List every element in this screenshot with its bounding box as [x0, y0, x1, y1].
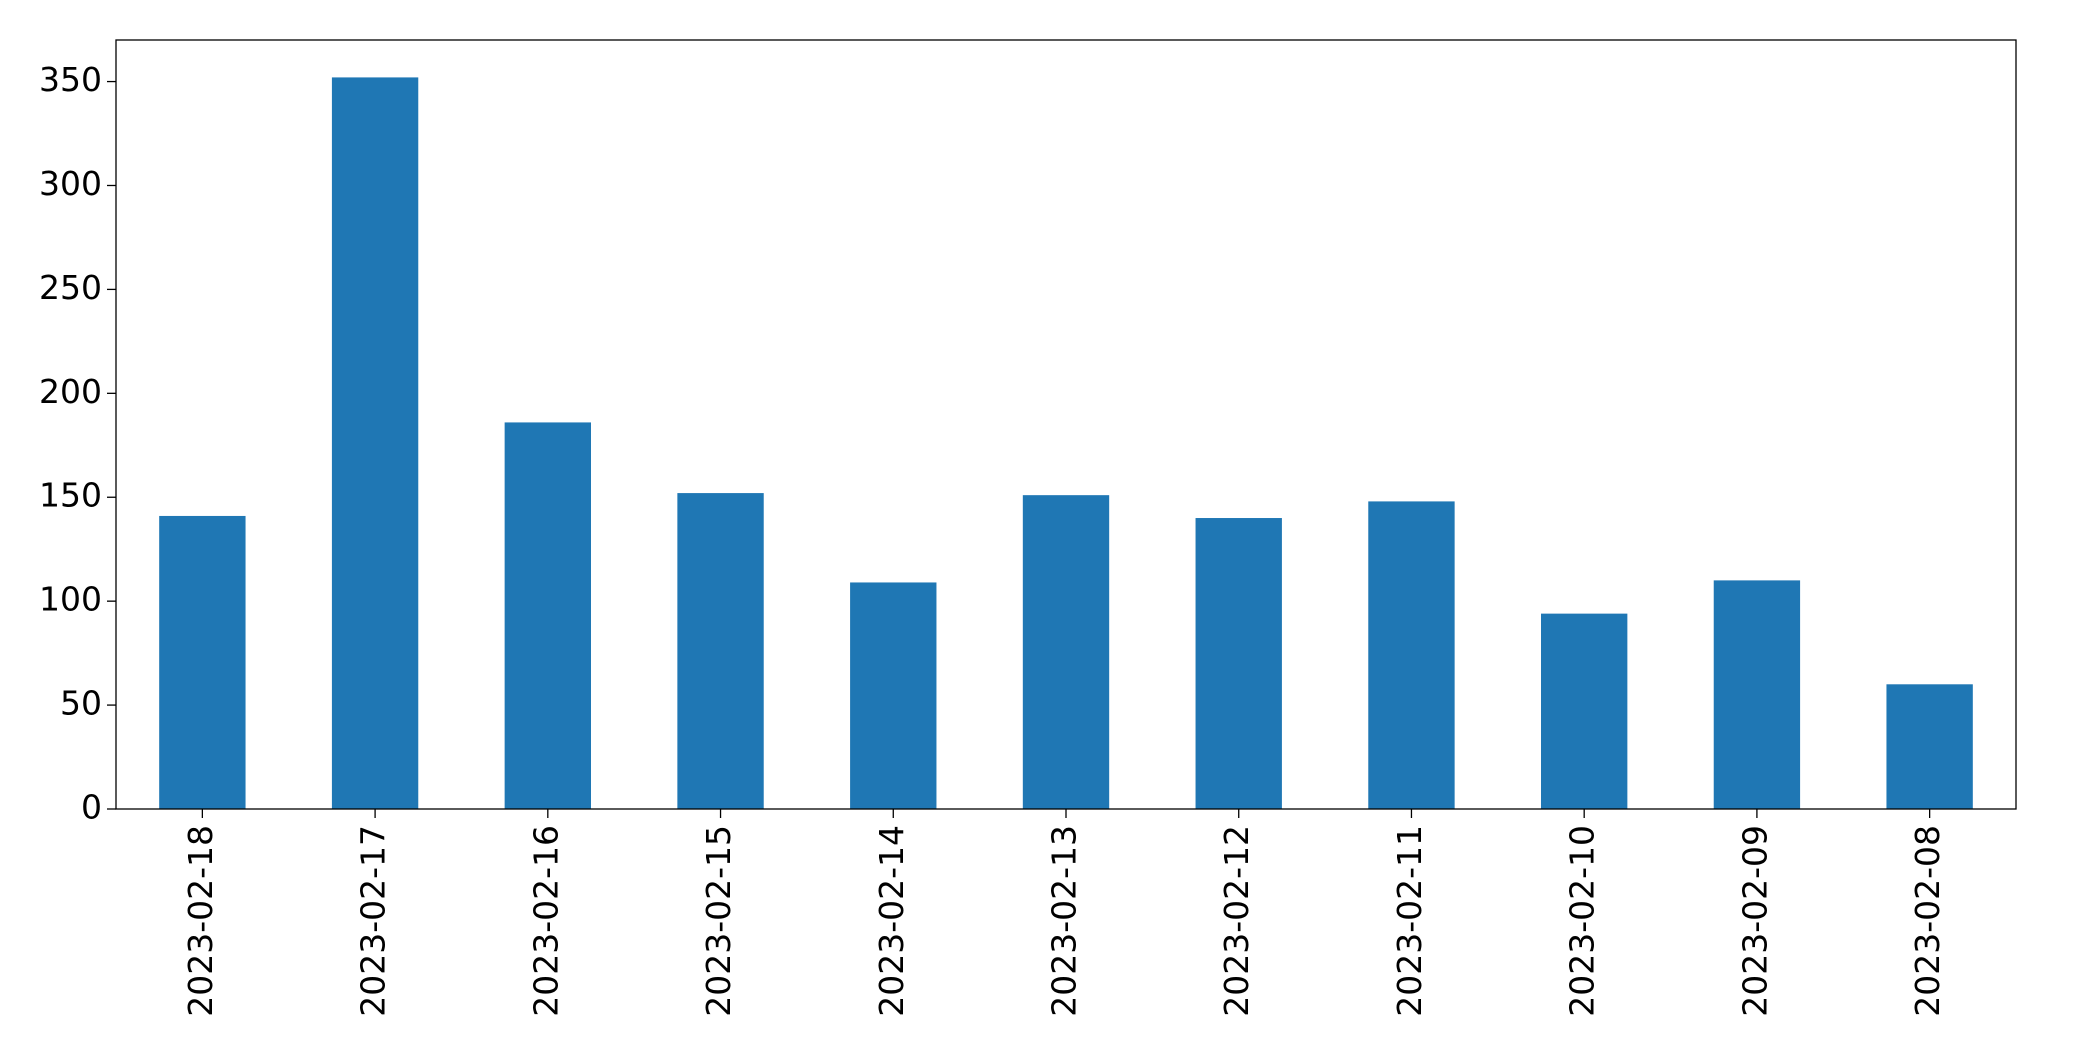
x-tick-label: 2023-02-11	[1390, 825, 1429, 1017]
bar	[1195, 518, 1282, 809]
x-tick-label: 2023-02-09	[1735, 825, 1774, 1017]
bar	[1713, 580, 1801, 809]
x-tick-label: 2023-02-12	[1217, 825, 1256, 1017]
y-tick-label: 300	[39, 164, 102, 203]
x-tick-label: 2023-02-14	[872, 825, 911, 1017]
bar	[159, 515, 246, 809]
bar	[1886, 684, 1973, 809]
x-tick-label: 2023-02-17	[354, 825, 393, 1017]
y-tick-label: 150	[39, 476, 102, 515]
x-tick-label: 2023-02-10	[1563, 825, 1602, 1017]
bar	[504, 422, 591, 809]
bar	[850, 582, 937, 809]
plot-frame	[115, 39, 2017, 810]
x-tick-label: 2023-02-16	[526, 825, 565, 1017]
x-tick-label: 2023-02-18	[181, 825, 220, 1017]
x-tick-label: 2023-02-08	[1908, 825, 1947, 1017]
y-tick-label: 250	[39, 268, 102, 307]
y-tick-label: 100	[39, 580, 102, 619]
x-tick-label: 2023-02-15	[699, 825, 738, 1017]
y-tick-label: 50	[60, 684, 102, 723]
y-tick-label: 350	[39, 60, 102, 99]
bar	[331, 77, 419, 809]
bar	[1541, 613, 1628, 809]
bar	[1368, 501, 1455, 809]
x-tick-label: 2023-02-13	[1045, 825, 1084, 1017]
y-tick-label: 0	[81, 788, 102, 827]
bar	[1022, 495, 1110, 809]
bar	[677, 493, 764, 809]
y-tick-label: 200	[39, 372, 102, 411]
